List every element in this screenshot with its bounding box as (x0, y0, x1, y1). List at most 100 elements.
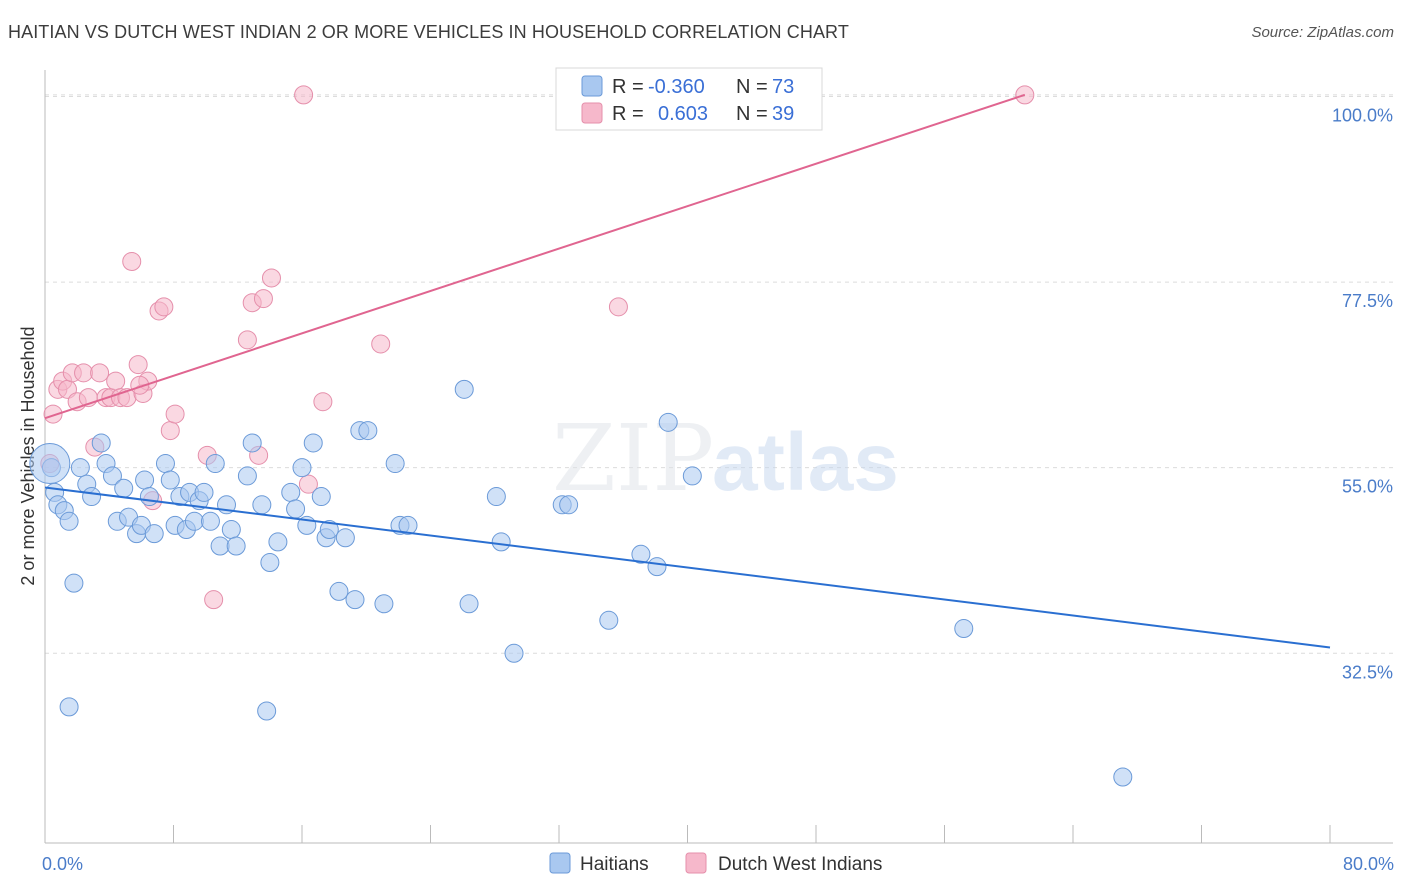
series-legend-label-dutch: Dutch West Indians (718, 854, 882, 875)
haitians-point (954, 619, 974, 639)
dutch-west-indians-point (608, 297, 628, 317)
y-tick-labels: 32.5% 55.0% 77.5% 100.0% (1332, 105, 1393, 682)
haitians-point (559, 495, 579, 515)
series-legend: Haitians Dutch West Indians (549, 852, 882, 875)
haitians-point (631, 544, 651, 564)
y-axis-label: 2 or more Vehicles in Household (18, 326, 38, 585)
haitians-point (184, 511, 204, 531)
haitians-point (82, 487, 102, 507)
haitians-point (221, 520, 241, 540)
haitians-point (491, 532, 511, 552)
legend-swatch-haitians (581, 75, 603, 97)
x-tick-label-max: 80.0% (1343, 854, 1394, 874)
dutch-west-indians-point (165, 404, 185, 424)
dutch-west-indians-point (298, 474, 318, 494)
dutch-west-indians-point (237, 330, 257, 350)
dutch-west-indians-point (154, 297, 174, 317)
haitians-point (329, 581, 349, 601)
haitians-point (200, 511, 220, 531)
chart-title: HAITIAN VS DUTCH WEST INDIAN 2 OR MORE V… (8, 22, 849, 42)
y-tick-label: 55.0% (1342, 477, 1393, 497)
x-axis-ticks (44, 825, 1331, 843)
dutch-west-indians-point (204, 590, 224, 610)
haitians-point (286, 499, 306, 519)
dutch-west-indians-point (74, 363, 94, 383)
legend-swatch-dutch (581, 102, 603, 124)
haitians-point (504, 643, 524, 663)
series-dutch-west-indians (40, 85, 1035, 610)
haitians-point (102, 466, 122, 486)
dutch-west-indians-point (253, 289, 273, 309)
series-legend-swatch-haitians (549, 852, 571, 874)
haitians-point (59, 697, 79, 717)
y-tick-label: 32.5% (1342, 662, 1393, 682)
dutch-west-indians-point (294, 85, 314, 105)
trend-line-haitians (44, 486, 1331, 649)
watermark: ZIP atlas (552, 405, 899, 512)
haitians-point (237, 466, 257, 486)
legend-n-value-haitians: 73 (772, 76, 794, 98)
legend-n-label-dutch: N = (736, 103, 768, 125)
haitians-point (311, 487, 331, 507)
y-tick-label: 77.5% (1342, 291, 1393, 311)
haitians-point (257, 701, 277, 721)
dutch-west-indians-point (261, 268, 281, 288)
haitians-point (268, 532, 288, 552)
watermark-atlas: atlas (712, 417, 899, 508)
haitians-point (155, 454, 175, 474)
haitians-point (242, 433, 262, 453)
legend-n-label-haitians: N = (736, 76, 768, 98)
trend-line-dutch-west-indians (44, 93, 1026, 420)
haitians-point (281, 482, 301, 502)
haitians-point (454, 379, 474, 399)
grid-lines (45, 94, 1393, 654)
dutch-west-indians-point (128, 355, 148, 375)
haitians-point (59, 511, 79, 531)
haitians-point (385, 454, 405, 474)
haitians-point (226, 536, 246, 556)
haitians-point (91, 433, 111, 453)
y-tick-label: 100.0% (1332, 105, 1393, 125)
dutch-west-indians-point (122, 251, 142, 271)
haitians-point (682, 466, 702, 486)
haitians-point (144, 524, 164, 544)
x-tick-label-min: 0.0% (42, 854, 83, 874)
dutch-west-indians-point (160, 421, 180, 441)
dutch-west-indians-point (130, 375, 150, 395)
dutch-west-indians-point (106, 371, 126, 391)
dutch-west-indians-point (43, 404, 63, 424)
legend-r-value-dutch: 0.603 (658, 103, 708, 125)
watermark-zip: ZIP (552, 405, 714, 512)
haitians-point (658, 412, 678, 432)
legend-n-value-dutch: 39 (772, 103, 794, 125)
haitians-point (358, 421, 378, 441)
haitians-point (486, 487, 506, 507)
haitians-point (319, 520, 339, 540)
haitians-point (114, 478, 134, 498)
series-legend-label-haitians: Haitians (580, 854, 649, 875)
haitians-point-large (29, 443, 71, 485)
haitians-point (459, 594, 479, 614)
haitians-point (647, 557, 667, 577)
legend-r-value-haitians: -0.360 (648, 76, 705, 98)
haitians-point (1113, 767, 1133, 787)
dutch-west-indians-point (371, 334, 391, 354)
dutch-west-indians-point (90, 363, 110, 383)
haitians-point (260, 553, 280, 573)
source-label: Source: ZipAtlas.com (1251, 24, 1394, 41)
haitians-point (194, 482, 214, 502)
haitians-point (599, 610, 619, 630)
haitians-point (398, 515, 418, 535)
haitians-point (64, 573, 84, 593)
haitians-point (335, 528, 355, 548)
haitians-point (303, 433, 323, 453)
haitians-point (160, 470, 180, 490)
haitians-point (210, 536, 230, 556)
haitians-point (205, 454, 225, 474)
haitians-point (70, 458, 90, 478)
haitians-point (252, 495, 272, 515)
legend-r-label-haitians: R = (612, 76, 644, 98)
haitians-point (292, 458, 312, 478)
series-legend-swatch-dutch (685, 852, 707, 874)
